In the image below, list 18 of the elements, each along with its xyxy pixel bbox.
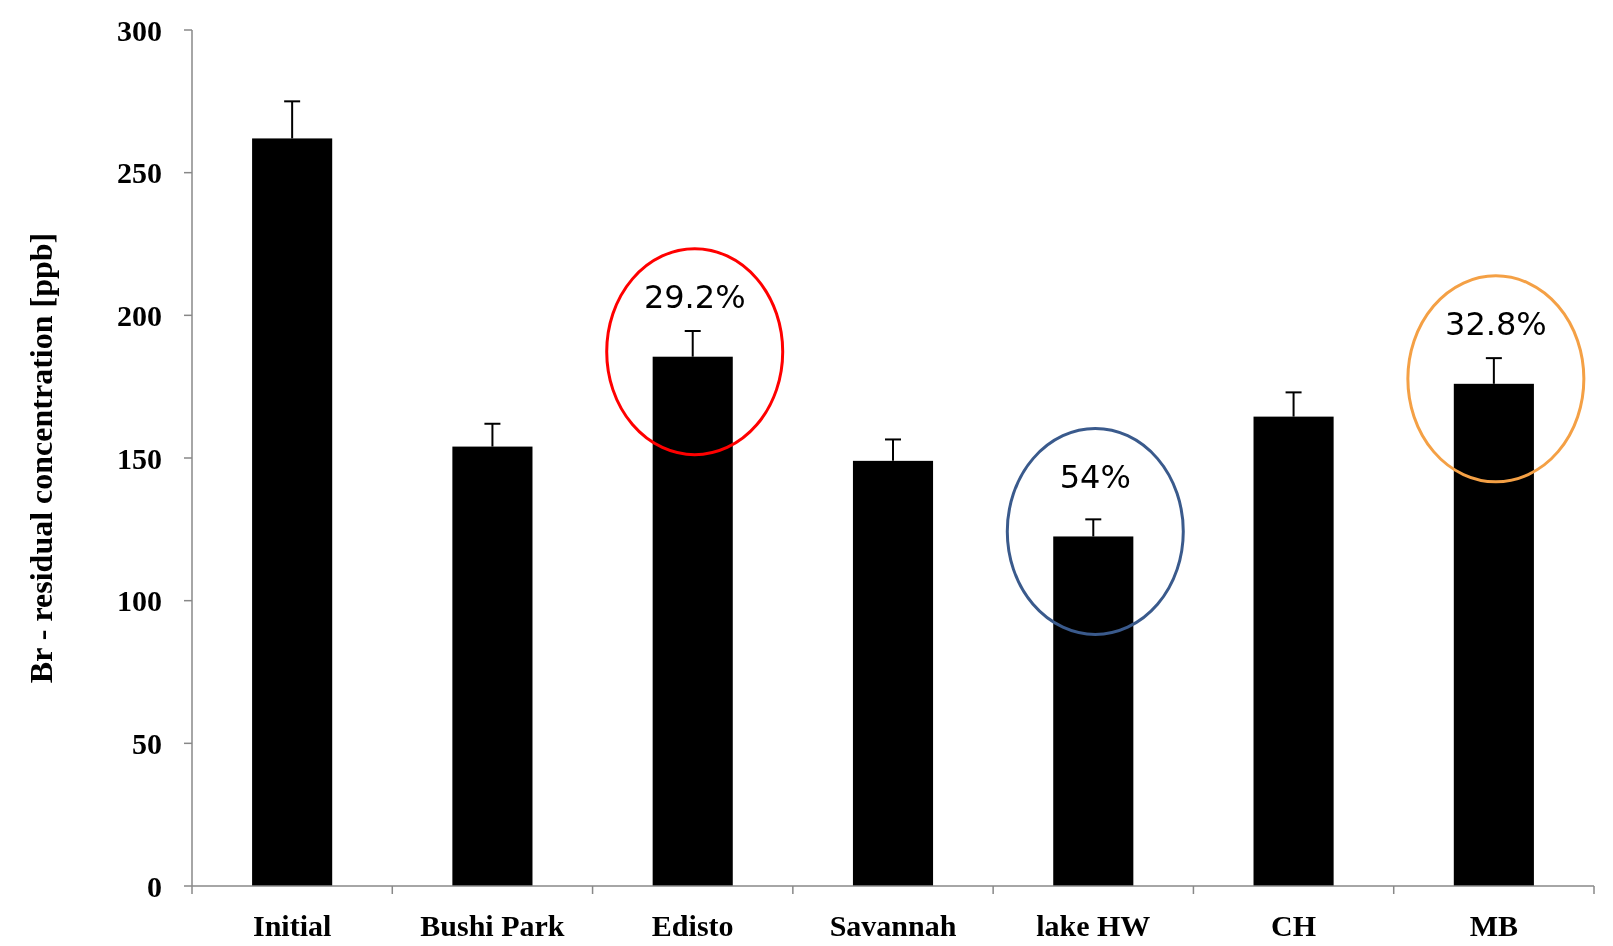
annotation: 29.2%	[643, 277, 746, 316]
x-tick-label: CH	[1271, 909, 1317, 942]
annotation: 54%	[1059, 457, 1131, 496]
x-tick-label: lake HW	[1036, 909, 1151, 942]
y-tick-label: 50	[132, 726, 162, 760]
y-tick-label: 300	[117, 13, 162, 47]
x-tick-label: MB	[1469, 909, 1519, 942]
x-tick-label: Savannah	[829, 909, 957, 942]
y-axis-title: Br - residual concentration [ppb]	[23, 232, 59, 684]
y-tick-label: 150	[117, 441, 162, 475]
y-tick-label: 250	[117, 156, 162, 190]
y-tick-label: 0	[147, 869, 162, 903]
x-tick-label: Edisto	[651, 909, 734, 942]
annotation: 32.8%	[1445, 305, 1547, 344]
y-tick-label: 200	[117, 298, 162, 332]
x-tick-label: Initial	[252, 909, 332, 942]
x-tick-label: Bushi Park	[420, 909, 565, 942]
y-tick-label: 100	[117, 584, 162, 618]
